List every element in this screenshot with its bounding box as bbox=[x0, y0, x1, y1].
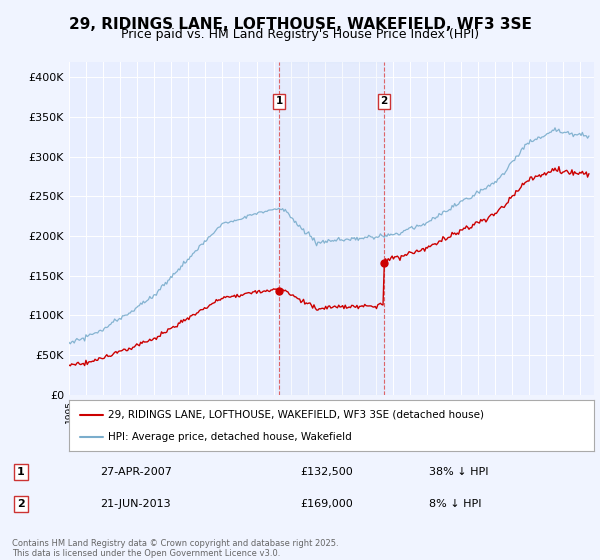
Text: Contains HM Land Registry data © Crown copyright and database right 2025.
This d: Contains HM Land Registry data © Crown c… bbox=[12, 539, 338, 558]
Text: 2: 2 bbox=[17, 499, 25, 509]
Text: HPI: Average price, detached house, Wakefield: HPI: Average price, detached house, Wake… bbox=[109, 432, 352, 442]
Text: 38% ↓ HPI: 38% ↓ HPI bbox=[430, 467, 489, 477]
Text: £132,500: £132,500 bbox=[300, 467, 353, 477]
Text: £169,000: £169,000 bbox=[300, 499, 353, 509]
Text: 29, RIDINGS LANE, LOFTHOUSE, WAKEFIELD, WF3 3SE: 29, RIDINGS LANE, LOFTHOUSE, WAKEFIELD, … bbox=[68, 17, 532, 32]
Text: 2: 2 bbox=[380, 96, 388, 106]
Text: 8% ↓ HPI: 8% ↓ HPI bbox=[430, 499, 482, 509]
Text: 1: 1 bbox=[275, 96, 283, 106]
Text: 27-APR-2007: 27-APR-2007 bbox=[100, 467, 172, 477]
Text: 21-JUN-2013: 21-JUN-2013 bbox=[100, 499, 171, 509]
Text: 29, RIDINGS LANE, LOFTHOUSE, WAKEFIELD, WF3 3SE (detached house): 29, RIDINGS LANE, LOFTHOUSE, WAKEFIELD, … bbox=[109, 409, 484, 419]
Text: Price paid vs. HM Land Registry's House Price Index (HPI): Price paid vs. HM Land Registry's House … bbox=[121, 28, 479, 41]
Text: 1: 1 bbox=[17, 467, 25, 477]
Bar bbox=[279, 62, 384, 395]
